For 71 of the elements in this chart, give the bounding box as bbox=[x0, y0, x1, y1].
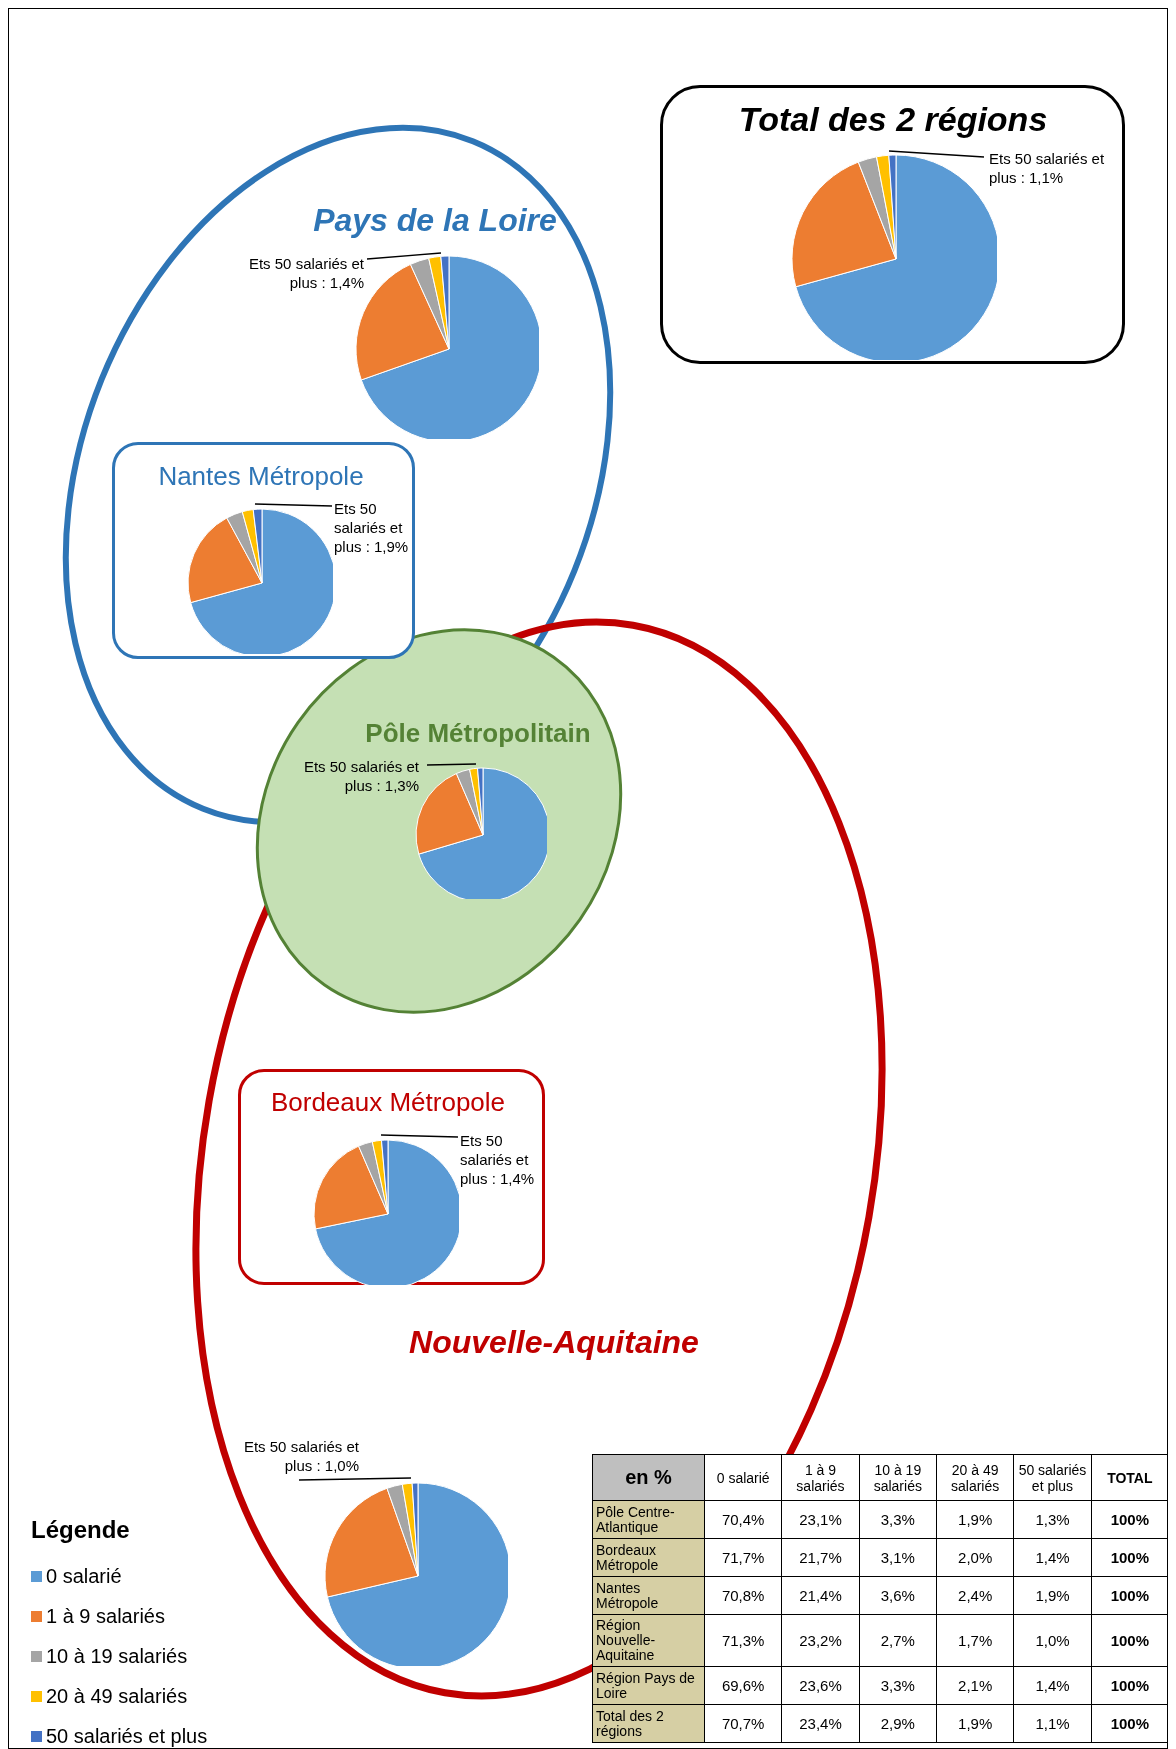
text: 100% bbox=[1110, 1632, 1149, 1649]
text: 2,1% bbox=[958, 1677, 993, 1694]
legend-title: Légende bbox=[31, 1516, 131, 1544]
pie-slice bbox=[326, 1482, 508, 1666]
text: 3,6% bbox=[880, 1587, 915, 1604]
text: 1,1% bbox=[1035, 1715, 1070, 1732]
text: 69,6% bbox=[721, 1677, 765, 1694]
text: Ets 50 salariés et plus : 1,1% bbox=[989, 149, 1106, 187]
text: 21,4% bbox=[799, 1587, 842, 1604]
text: 1,4% bbox=[1035, 1677, 1070, 1694]
chart-title: Nantes Métropole bbox=[157, 460, 365, 492]
text: 100% bbox=[1110, 1715, 1149, 1732]
text: 2,4% bbox=[958, 1587, 993, 1604]
text: Ets 50 salariés et plus : 1,4% bbox=[460, 1131, 536, 1188]
text: 100% bbox=[1110, 1587, 1149, 1604]
text: 71,3% bbox=[721, 1632, 765, 1649]
text: 3,3% bbox=[880, 1511, 915, 1528]
category-label: Région Nouvelle-Aquitaine bbox=[596, 1617, 656, 1663]
category-label: Pôle Centre-Atlantique bbox=[596, 1503, 675, 1535]
category-label: 20 à 49 salariés bbox=[936, 1454, 1014, 1501]
chart-title: Total des 2 régions bbox=[737, 100, 1049, 140]
chart-title: Nouvelle-Aquitaine bbox=[408, 1323, 700, 1361]
category-label: Bordeaux Métropole bbox=[596, 1541, 659, 1573]
category-label: Région Pays de Loire bbox=[596, 1669, 695, 1701]
text: 2,0% bbox=[958, 1549, 993, 1566]
text: Ets 50 salariés et plus : 1,3% bbox=[302, 757, 419, 795]
category-label: 0 salarié bbox=[704, 1454, 782, 1501]
legend-label: 1 à 9 salariés bbox=[46, 1604, 165, 1628]
category-label: TOTAL bbox=[1091, 1454, 1169, 1501]
legend-label: 50 salariés et plus bbox=[46, 1724, 208, 1748]
text: 70,4% bbox=[721, 1511, 765, 1528]
chart-title: Pôle Métropolitain bbox=[364, 717, 592, 749]
legend-label: 10 à 19 salariés bbox=[46, 1644, 188, 1668]
text: Ets 50 salariés et plus : 1,0% bbox=[242, 1437, 359, 1475]
text: 1,4% bbox=[1035, 1549, 1070, 1566]
text: 71,7% bbox=[721, 1549, 765, 1566]
legend-label: 20 à 49 salariés bbox=[46, 1684, 188, 1708]
category-label: 1 à 9 salariés bbox=[781, 1454, 860, 1501]
text: 23,1% bbox=[799, 1511, 842, 1528]
text: Ets 50 salariés et plus : 1,9% bbox=[334, 499, 410, 556]
pie-slice bbox=[418, 767, 547, 899]
chart-title: Pays de la Loire bbox=[312, 201, 558, 239]
text: 2,7% bbox=[880, 1632, 915, 1649]
text: 21,7% bbox=[799, 1549, 842, 1566]
text: 70,7% bbox=[721, 1715, 765, 1732]
category-label: Total des 2 régions bbox=[596, 1707, 664, 1739]
text: 100% bbox=[1110, 1511, 1149, 1528]
text: 23,6% bbox=[799, 1677, 842, 1694]
text: 1,7% bbox=[958, 1632, 993, 1649]
pie-slice bbox=[190, 508, 333, 654]
category-label: 50 salariés et plus bbox=[1013, 1454, 1092, 1501]
text: 70,8% bbox=[721, 1587, 765, 1604]
chart-title: Bordeaux Métropole bbox=[269, 1086, 507, 1118]
text: 23,4% bbox=[799, 1715, 842, 1732]
category-label: 10 à 19 salariés bbox=[859, 1454, 937, 1501]
category-label: Nantes Métropole bbox=[596, 1579, 659, 1611]
text: 23,2% bbox=[799, 1632, 842, 1649]
text: 1,9% bbox=[1035, 1587, 1070, 1604]
text: 1,9% bbox=[958, 1715, 993, 1732]
text: 100% bbox=[1110, 1677, 1149, 1694]
text: 3,1% bbox=[880, 1549, 915, 1566]
pie-slice bbox=[315, 1139, 459, 1285]
text: 100% bbox=[1110, 1549, 1149, 1566]
legend-label: 0 salarié bbox=[46, 1564, 122, 1588]
text: 3,3% bbox=[880, 1677, 915, 1694]
text: 1,3% bbox=[1035, 1511, 1070, 1528]
text: 1,9% bbox=[958, 1511, 993, 1528]
text: 2,9% bbox=[880, 1715, 915, 1732]
text: en % bbox=[592, 1454, 705, 1501]
text: 1,0% bbox=[1035, 1632, 1070, 1649]
text: Ets 50 salariés et plus : 1,4% bbox=[247, 254, 364, 292]
